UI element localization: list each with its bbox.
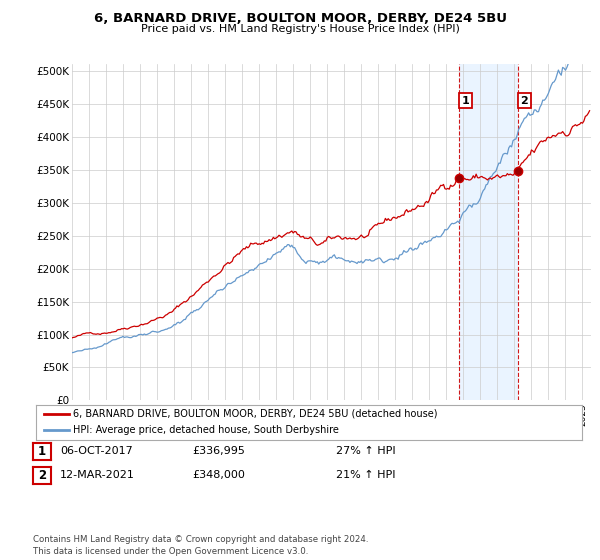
Text: Price paid vs. HM Land Registry's House Price Index (HPI): Price paid vs. HM Land Registry's House … <box>140 24 460 34</box>
Text: 2: 2 <box>520 96 528 106</box>
Text: 6, BARNARD DRIVE, BOULTON MOOR, DERBY, DE24 5BU: 6, BARNARD DRIVE, BOULTON MOOR, DERBY, D… <box>94 12 506 25</box>
Bar <box>459 64 518 400</box>
Text: 1: 1 <box>461 96 469 106</box>
Text: Contains HM Land Registry data © Crown copyright and database right 2024.
This d: Contains HM Land Registry data © Crown c… <box>33 535 368 556</box>
Text: 1: 1 <box>38 445 46 458</box>
Text: 06-OCT-2017: 06-OCT-2017 <box>60 446 133 456</box>
Text: £336,995: £336,995 <box>192 446 245 456</box>
Text: 6, BARNARD DRIVE, BOULTON MOOR, DERBY, DE24 5BU (detached house): 6, BARNARD DRIVE, BOULTON MOOR, DERBY, D… <box>73 409 437 418</box>
Text: HPI: Average price, detached house, South Derbyshire: HPI: Average price, detached house, Sout… <box>73 425 339 435</box>
Text: £348,000: £348,000 <box>192 470 245 480</box>
Text: 27% ↑ HPI: 27% ↑ HPI <box>336 446 395 456</box>
Text: 12-MAR-2021: 12-MAR-2021 <box>60 470 135 480</box>
Text: 2: 2 <box>38 469 46 482</box>
Text: 21% ↑ HPI: 21% ↑ HPI <box>336 470 395 480</box>
